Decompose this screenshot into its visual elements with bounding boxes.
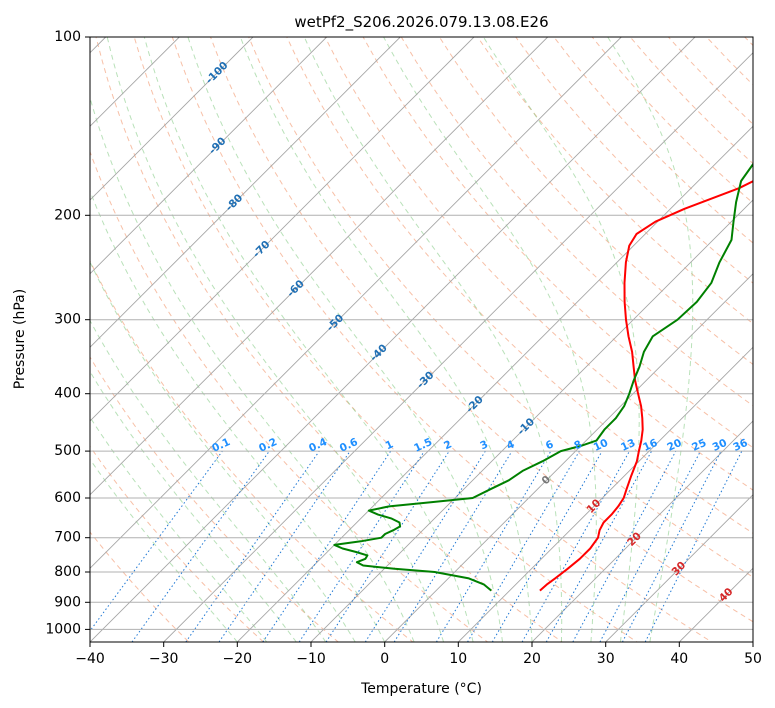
background-lines [90,37,753,642]
moist-adiabat-line [383,37,597,642]
moist-adiabat-line [90,458,238,642]
mixing-ratio-label: 3 [478,438,490,452]
moist-adiabat-line [239,37,533,642]
y-tick-label: 800 [54,564,81,580]
x-tick-label: 40 [670,651,688,667]
plot-frame [89,36,754,643]
isotherm-line [605,494,753,642]
mixing-ratio-label: 6 [544,438,556,452]
moist-adiabat-line [607,37,694,642]
dry-adiabat-line [400,37,753,407]
mixing-ratio-line [521,450,630,642]
mixing-ratio-label: 10 [592,437,610,454]
chart-title: wetPf2_S206.2026.079.13.08.E26 [294,13,548,32]
mixing-ratio-label: 36 [731,437,749,454]
mixing-ratio-label: 25 [690,437,708,454]
x-tick-label: −30 [149,651,179,667]
x-axis: −40 −30 −20 −10 0 10 20 30 40 50 [75,642,762,667]
isotherm-line [90,37,475,422]
mixing-ratio-line [325,450,450,642]
x-tick-label: 30 [597,651,615,667]
y-tick-label: 600 [54,490,81,506]
mixing-ratio-label: 20 [665,437,683,454]
mixing-ratio-line [572,450,677,642]
mixing-ratio-label: 4 [505,438,517,452]
dewpoint-profile-line [333,162,753,592]
isotherm-line [90,37,254,201]
x-axis-title: Temperature (°C) [360,681,482,697]
moist-adiabat-line [303,37,563,642]
x-tick-label: 10 [449,651,467,667]
moist-adiabat-line [90,370,297,642]
isotherm-line [457,346,753,642]
isotherm-line [384,273,753,642]
moist-adiabat-line [106,37,445,642]
dry-adiabat-line [171,37,713,642]
moist-adiabat-line [90,260,356,642]
y-tick-label: 400 [54,386,81,402]
mixing-ratio-label: 2 [442,438,454,452]
x-tick-label: −20 [223,651,253,667]
x-tick-label: −10 [296,651,326,667]
dry-adiabat-line [90,259,414,642]
mixing-ratio-line [185,450,320,642]
dry-adiabat-line [90,356,339,642]
y-tick-label: 200 [54,207,81,223]
mixing-ratio-line [218,450,351,642]
temperature-profile-line [539,180,753,592]
mixing-ratio-line [393,450,513,642]
plot-area: 0.1 0.2 0.4 0.6 1 1.5 2 3 4 6 8 10 13 16 20 25 30 36-100-… [89,36,754,643]
moist-adiabat-line [482,37,640,642]
x-tick-label: 20 [523,651,541,667]
isotherm-line [163,52,753,642]
y-tick-label: 1000 [45,621,81,637]
y-tick-label: 900 [54,594,81,610]
dry-adiabat-line [477,37,753,325]
y-tick-label: 500 [54,443,81,459]
dry-adiabat-line [209,37,753,623]
sounding-series [333,162,753,592]
mixing-ratio-line [364,450,486,642]
isotherm-line [90,37,622,569]
x-tick-label: −40 [75,651,105,667]
dry-adiabat-line [90,150,489,642]
moist-adiabat-line [143,37,474,642]
x-tick-label: 0 [380,651,389,667]
dry-adiabat-line [90,445,265,642]
y-axis-title: Pressure (hPa) [12,289,28,389]
isotherm-line [90,37,696,642]
moist-adiabat-line [90,416,268,642]
mixing-ratio-label: 1 [384,438,396,452]
dry-adiabat-line [248,37,753,578]
isotherm-line [236,125,753,642]
y-tick-label: 300 [54,312,81,328]
y-tick-label: 100 [54,29,81,45]
mixing-ratio-label: 8 [572,438,584,452]
isotherm-line [90,37,549,496]
y-axis: 100 200 300 400 500 600 700 800 900 1000 [45,29,90,637]
x-tick-label: 50 [744,651,762,667]
isotherm-line [90,37,328,275]
isotherm-line [310,199,753,642]
dry-adiabat-line [95,37,564,642]
mixing-ratio-label: 13 [619,437,637,454]
mixing-ratio-line [467,450,580,642]
mixing-ratio-line [545,450,653,642]
isobar-grid [90,37,753,630]
moist-adiabat-line [90,189,386,642]
y-tick-label: 700 [54,530,81,546]
isotherm-line [531,420,753,642]
mixing-ratio-label: 16 [641,437,659,454]
isotherm-line [90,37,401,348]
mixing-ratio-line [491,450,603,642]
dry-adiabat-line [133,37,638,642]
moist-adiabat-line [187,37,503,642]
mixing-ratio-label: 30 [711,437,729,454]
mixing-ratio-line [435,450,552,642]
